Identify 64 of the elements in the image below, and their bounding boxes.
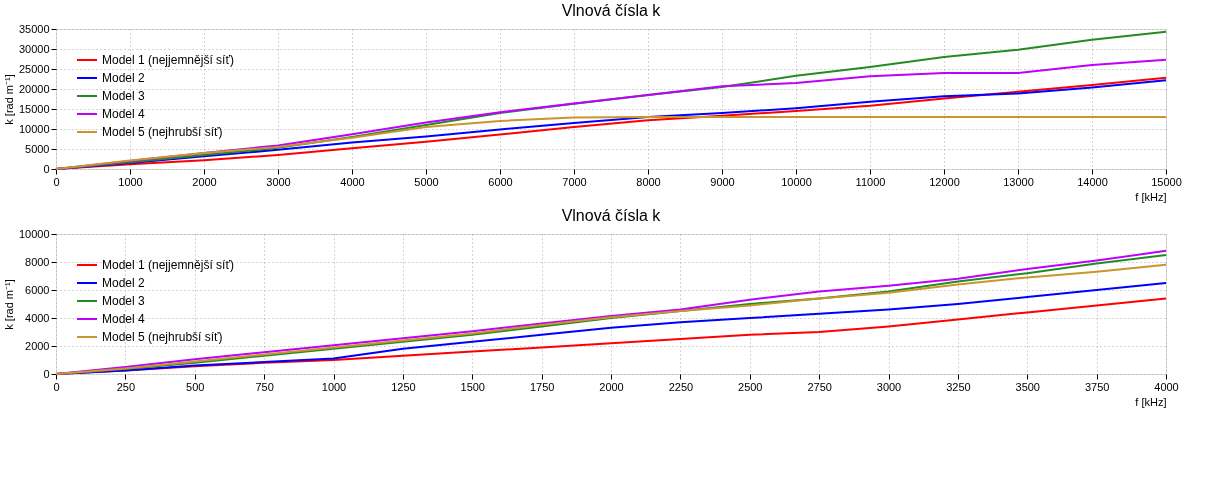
x-tick-label: 8000 xyxy=(636,175,661,188)
x-tick-label: 14000 xyxy=(1077,175,1108,188)
y-tick-label: 8000 xyxy=(25,255,50,268)
x-tick-label: 3750 xyxy=(1084,380,1110,393)
y-axis-title: k [rad m⁻¹] xyxy=(2,279,15,330)
legend-label: Model 3 xyxy=(102,89,146,103)
x-tick-label: 12000 xyxy=(929,175,960,188)
x-tick-label: 1000 xyxy=(321,380,347,393)
y-tick-label: 2000 xyxy=(25,339,50,352)
y-tick-label: 25000 xyxy=(18,62,50,75)
x-tick-label: 4000 xyxy=(1154,380,1179,393)
x-tick-label: 2750 xyxy=(807,380,832,393)
y-tick-label: 10000 xyxy=(18,227,50,240)
legend-label: Model 1 (nejjemnější síť) xyxy=(102,258,234,272)
legend-label: Model 3 xyxy=(102,294,146,308)
x-tick-label: 5000 xyxy=(414,175,439,188)
y-tick-label: 20000 xyxy=(18,82,50,95)
x-tick-label: 1000 xyxy=(118,175,143,188)
x-tick-label: 2000 xyxy=(192,175,217,188)
y-tick-label: 15000 xyxy=(18,102,50,115)
y-tick-label: 30000 xyxy=(18,42,50,55)
y-tick-label: 6000 xyxy=(25,283,50,296)
x-tick-label: 15000 xyxy=(1151,175,1182,188)
x-tick-label: 1250 xyxy=(391,380,416,393)
legend-label: Model 2 xyxy=(102,276,146,290)
x-tick-label: 0 xyxy=(53,175,60,188)
line-series xyxy=(55,30,1167,170)
legend-label: Model 5 (nejhrubší síť) xyxy=(102,330,223,344)
x-tick-label: 3000 xyxy=(876,380,902,393)
x-tick-label: 2500 xyxy=(738,380,763,393)
x-tick-label: 7000 xyxy=(562,175,587,188)
x-tick-label: 3250 xyxy=(946,380,971,393)
y-tick-label: 10000 xyxy=(18,122,50,135)
legend-label: Model 5 (nejhrubší síť) xyxy=(102,125,223,139)
x-tick-label: 3500 xyxy=(1015,380,1040,393)
x-tick-label: 2250 xyxy=(668,380,694,393)
y-axis-title: k [rad m⁻¹] xyxy=(2,74,15,125)
y-tick-label: 0 xyxy=(43,162,50,175)
x-tick-label: 10000 xyxy=(781,175,812,188)
y-tick-label: 4000 xyxy=(25,311,50,324)
legend-label: Model 2 xyxy=(102,71,146,85)
x-tick-label: 3000 xyxy=(266,175,291,188)
y-tick-label: 5000 xyxy=(25,142,50,155)
x-tick-label: 250 xyxy=(116,380,136,393)
x-tick-label: 6000 xyxy=(488,175,513,188)
x-tick-label: 1750 xyxy=(529,380,555,393)
x-tick-label: 9000 xyxy=(710,175,735,188)
x-tick-label: 750 xyxy=(255,380,274,393)
x-tick-label: 500 xyxy=(186,380,205,393)
legend-label: Model 4 xyxy=(102,312,146,326)
x-tick-label: 0 xyxy=(53,380,60,393)
x-axis-title: f [kHz] xyxy=(1135,190,1167,203)
x-tick-label: 11000 xyxy=(855,175,886,188)
x-tick-label: 13000 xyxy=(1003,175,1034,188)
legend-label: Model 4 xyxy=(102,107,146,121)
x-axis-title: f [kHz] xyxy=(1135,395,1167,408)
x-tick-label: 2000 xyxy=(599,380,624,393)
y-tick-label: 0 xyxy=(43,367,50,380)
chart-title: Vlnová čísla k xyxy=(561,207,662,224)
y-tick-label: 35000 xyxy=(18,22,50,35)
x-tick-label: 1500 xyxy=(460,380,485,393)
chart-title: Vlnová čísla k xyxy=(561,2,662,19)
legend-label: Model 1 (nejjemnější síť) xyxy=(102,53,234,67)
x-tick-label: 4000 xyxy=(340,175,365,188)
